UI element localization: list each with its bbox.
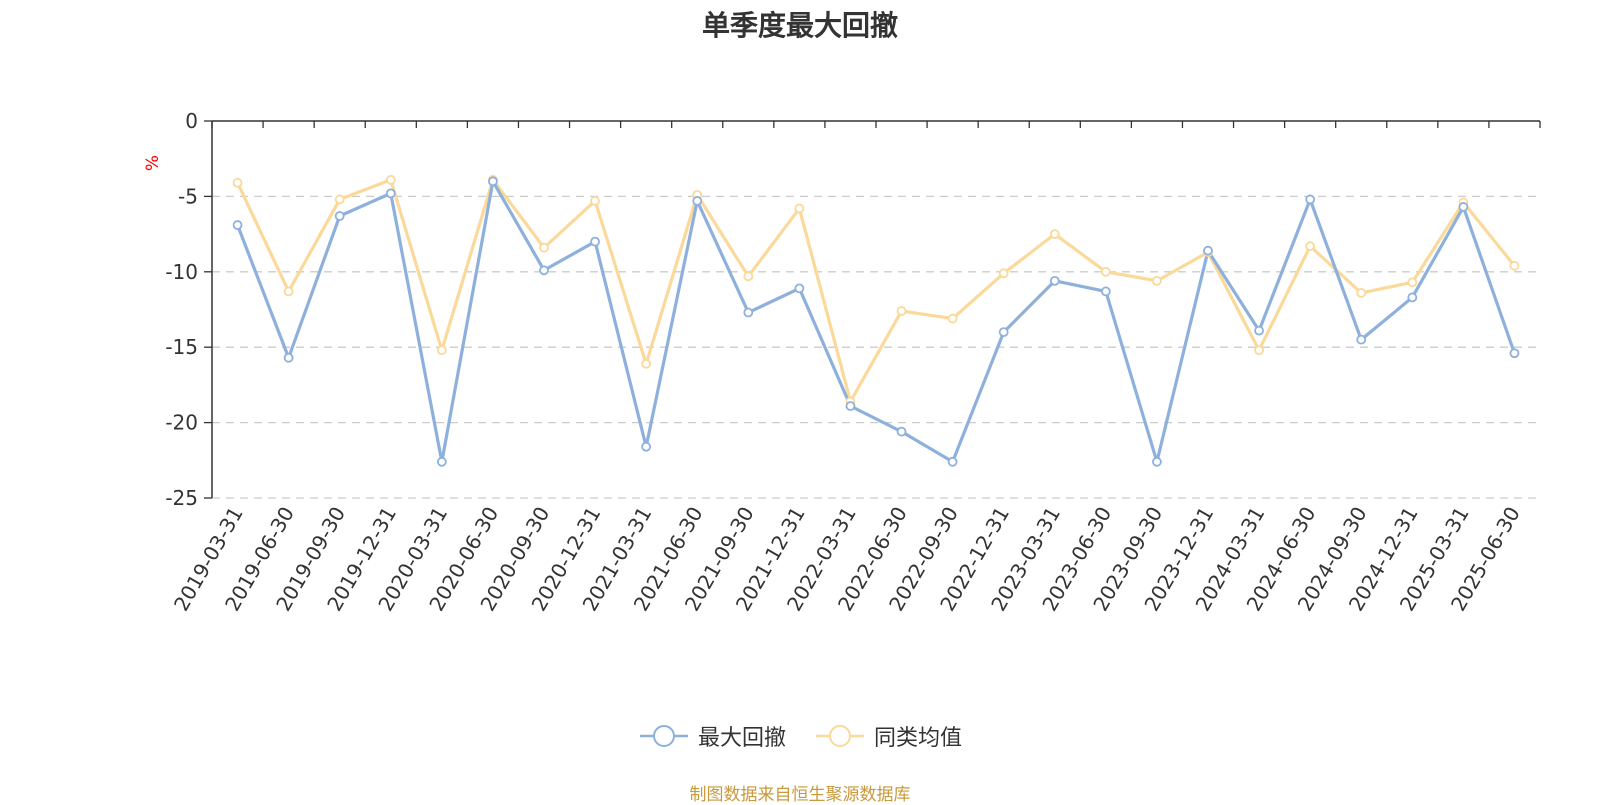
data-point bbox=[436, 456, 447, 467]
data-point bbox=[1509, 348, 1520, 359]
data-point bbox=[1356, 334, 1367, 345]
legend: 最大回撤 同类均值 bbox=[0, 720, 1600, 752]
data-point bbox=[641, 441, 652, 452]
legend-label-peer-average: 同类均值 bbox=[874, 726, 963, 751]
data-point bbox=[1305, 241, 1316, 252]
data-point bbox=[1152, 456, 1162, 467]
y-tick-label: -20 bbox=[165, 411, 198, 435]
data-point bbox=[1049, 275, 1060, 286]
axes: 0-5-10-15-20-252019-03-312019-06-302019-… bbox=[165, 109, 1541, 615]
data-point bbox=[283, 286, 294, 297]
y-tick-label: -5 bbox=[178, 184, 198, 208]
legend-swatch-peer-average bbox=[816, 725, 864, 747]
data-point bbox=[539, 265, 549, 276]
data-point bbox=[947, 313, 958, 324]
data-point bbox=[1407, 292, 1418, 303]
grid-lines bbox=[212, 195, 1540, 499]
data-point bbox=[947, 456, 958, 467]
series-line bbox=[236, 179, 1516, 464]
series-line bbox=[236, 178, 1516, 404]
data-point bbox=[232, 177, 243, 188]
legend-item-max-drawdown[interactable]: 最大回撤 bbox=[638, 720, 786, 752]
data-point bbox=[743, 271, 754, 282]
data-point bbox=[385, 188, 396, 199]
data-point bbox=[692, 196, 703, 206]
data-point bbox=[896, 306, 907, 316]
legend-item-peer-average[interactable]: 同类均值 bbox=[814, 720, 962, 752]
data-point bbox=[1458, 202, 1469, 212]
data-point bbox=[488, 176, 498, 187]
chart-area: 0-5-10-15-20-252019-03-312019-06-302019-… bbox=[143, 109, 1541, 615]
data-point bbox=[1305, 194, 1316, 205]
data-point bbox=[590, 196, 600, 206]
data-point bbox=[1100, 266, 1111, 277]
y-tick-label: -25 bbox=[165, 486, 198, 510]
data-point bbox=[385, 174, 396, 185]
data-point bbox=[794, 203, 805, 214]
series-lines bbox=[232, 174, 1520, 467]
data-point bbox=[232, 220, 243, 230]
legend-swatch-max-drawdown bbox=[639, 725, 688, 747]
data-point bbox=[1407, 277, 1418, 288]
data-point bbox=[539, 242, 549, 253]
data-point bbox=[1254, 325, 1264, 336]
y-tick-label: 0 bbox=[185, 109, 198, 133]
data-point bbox=[641, 358, 652, 369]
data-point bbox=[1049, 229, 1060, 240]
data-point bbox=[590, 236, 600, 247]
chart-title: 单季度最大回撤 bbox=[701, 9, 898, 42]
data-point bbox=[334, 194, 345, 205]
y-tick-label: -15 bbox=[165, 335, 198, 359]
y-tick-label: -10 bbox=[165, 260, 198, 284]
legend-label-max-drawdown: 最大回撤 bbox=[697, 726, 786, 751]
data-point bbox=[794, 283, 805, 294]
data-point bbox=[1203, 245, 1213, 256]
data-point bbox=[998, 268, 1009, 279]
y-axis-unit-label: % bbox=[143, 155, 163, 171]
data-point bbox=[1509, 260, 1520, 271]
data-point bbox=[283, 352, 294, 363]
data-point bbox=[1152, 275, 1162, 286]
data-point bbox=[1356, 288, 1367, 298]
source-note: 制图数据来自恒生聚源数据库 bbox=[689, 785, 911, 805]
data-point bbox=[845, 401, 856, 411]
data-point bbox=[1100, 286, 1111, 297]
data-point bbox=[436, 345, 447, 356]
data-point bbox=[743, 307, 754, 318]
data-point bbox=[896, 426, 907, 437]
data-point bbox=[998, 327, 1009, 338]
data-point bbox=[1254, 345, 1264, 356]
data-point bbox=[334, 211, 345, 221]
